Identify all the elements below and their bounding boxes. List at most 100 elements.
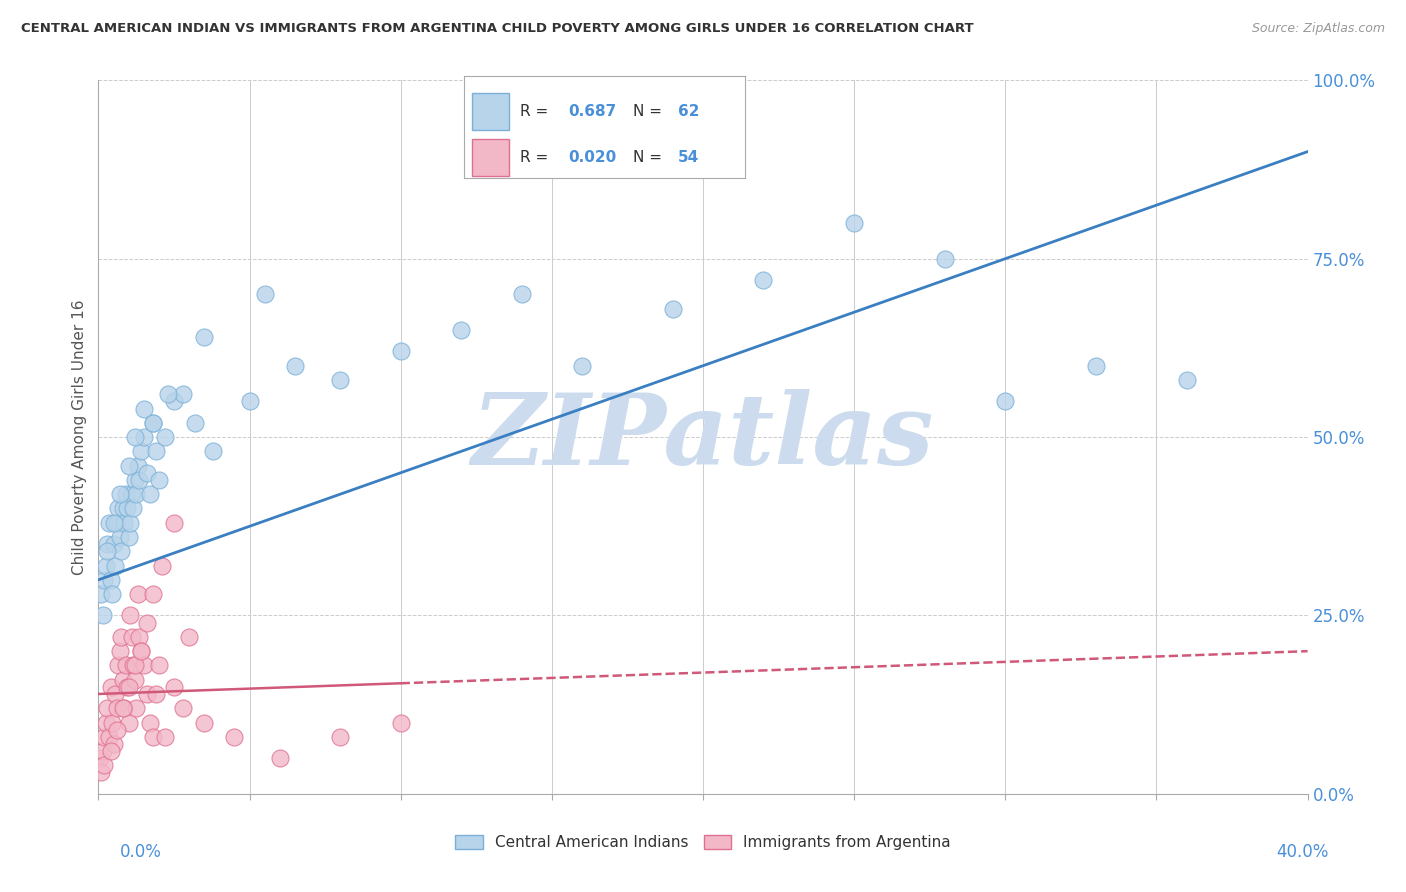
Point xyxy=(114,658,136,673)
Text: 62: 62 xyxy=(678,104,699,120)
Point xyxy=(124,473,146,487)
Point xyxy=(571,359,593,373)
Point xyxy=(389,344,412,359)
Text: 0.687: 0.687 xyxy=(568,104,616,120)
Point xyxy=(329,373,352,387)
Point xyxy=(98,730,121,744)
Point xyxy=(90,765,112,780)
Point xyxy=(132,401,155,416)
FancyBboxPatch shape xyxy=(472,139,509,177)
Point xyxy=(132,430,155,444)
Point xyxy=(934,252,956,266)
Point xyxy=(224,730,246,744)
Point xyxy=(844,216,866,230)
Text: ZIPatlas: ZIPatlas xyxy=(472,389,934,485)
Point xyxy=(91,608,114,623)
Point xyxy=(135,687,157,701)
Point xyxy=(110,630,132,644)
Point xyxy=(111,701,134,715)
Point xyxy=(994,394,1017,409)
Point xyxy=(108,487,131,501)
Point xyxy=(389,715,412,730)
Point xyxy=(135,615,157,630)
Point xyxy=(124,430,146,444)
Point xyxy=(114,487,136,501)
Point xyxy=(103,737,125,751)
Point xyxy=(122,501,145,516)
Point xyxy=(179,630,201,644)
Point xyxy=(111,673,134,687)
Point xyxy=(100,744,122,758)
Point xyxy=(115,680,138,694)
Point xyxy=(104,687,127,701)
Point xyxy=(510,287,533,301)
Point xyxy=(129,444,152,458)
Point xyxy=(89,751,111,765)
Point xyxy=(107,501,129,516)
Point xyxy=(118,715,141,730)
Point xyxy=(142,730,165,744)
Point xyxy=(125,487,148,501)
Point xyxy=(93,758,115,772)
Point xyxy=(122,658,145,673)
Point xyxy=(111,501,134,516)
Point xyxy=(752,273,775,287)
Point xyxy=(163,516,186,530)
Point xyxy=(150,558,173,573)
Point xyxy=(93,573,115,587)
Point xyxy=(450,323,472,337)
Point xyxy=(135,466,157,480)
Point xyxy=(124,673,146,687)
Text: CENTRAL AMERICAN INDIAN VS IMMIGRANTS FROM ARGENTINA CHILD POVERTY AMONG GIRLS U: CENTRAL AMERICAN INDIAN VS IMMIGRANTS FR… xyxy=(21,22,974,36)
Point xyxy=(104,558,127,573)
Point xyxy=(96,537,118,551)
Point xyxy=(90,587,112,601)
Point xyxy=(125,701,148,715)
Point xyxy=(121,487,143,501)
Point xyxy=(269,751,291,765)
Point xyxy=(148,473,170,487)
Legend: Central American Indians, Immigrants from Argentina: Central American Indians, Immigrants fro… xyxy=(447,827,959,857)
Point xyxy=(112,516,135,530)
Point xyxy=(253,287,276,301)
Point xyxy=(145,444,167,458)
Point xyxy=(142,587,165,601)
Text: R =: R = xyxy=(520,104,554,120)
Point xyxy=(110,544,132,558)
Point xyxy=(124,658,146,673)
Point xyxy=(96,701,118,715)
Text: 54: 54 xyxy=(678,151,699,165)
Point xyxy=(202,444,225,458)
Point xyxy=(94,715,117,730)
Point xyxy=(108,644,131,658)
Point xyxy=(91,744,114,758)
Point xyxy=(107,658,129,673)
Point xyxy=(156,387,179,401)
Point xyxy=(148,658,170,673)
Point xyxy=(142,416,165,430)
Point xyxy=(139,715,162,730)
Point xyxy=(661,301,683,316)
Point xyxy=(103,537,125,551)
Point xyxy=(118,530,141,544)
Point xyxy=(284,359,307,373)
Point xyxy=(129,644,152,658)
Point xyxy=(329,730,352,744)
Text: 40.0%: 40.0% xyxy=(1277,843,1329,861)
Point xyxy=(139,487,162,501)
Point xyxy=(193,330,215,344)
Point xyxy=(129,644,152,658)
Point xyxy=(132,658,155,673)
Point xyxy=(101,715,124,730)
Point xyxy=(127,458,149,473)
Point xyxy=(172,701,194,715)
Point xyxy=(108,530,131,544)
Point xyxy=(101,587,124,601)
Point xyxy=(153,430,176,444)
Text: 0.020: 0.020 xyxy=(568,151,616,165)
Y-axis label: Child Poverty Among Girls Under 16: Child Poverty Among Girls Under 16 xyxy=(72,300,87,574)
Point xyxy=(100,680,122,694)
Point xyxy=(128,473,150,487)
Point xyxy=(118,458,141,473)
Point xyxy=(115,501,138,516)
